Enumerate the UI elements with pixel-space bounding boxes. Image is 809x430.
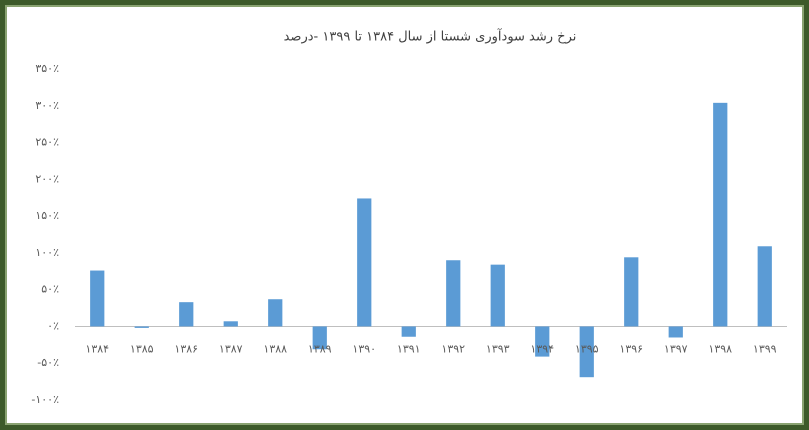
x-tick-label: ۱۳۸۸ [263,342,287,355]
bar [668,326,683,338]
x-tick-label: ۱۳۹۰ [352,342,376,355]
y-tick-label: ۵۰٪ [41,283,59,296]
x-tick-label: ۱۳۹۳ [486,342,510,355]
chart: نرخ رشد سودآوری شستا از سال ۱۳۸۴ تا ۱۳۹۹… [31,28,787,406]
y-tick-label: ۲۰۰٪ [35,172,59,185]
y-tick-label: ۱۵۰٪ [35,209,59,222]
x-tick-label: ۱۳۹۱ [397,342,421,355]
bar [624,257,639,327]
bar [179,302,194,327]
bar [713,102,728,327]
y-tick-label: ۳۵۰٪ [35,62,59,75]
bar [401,326,416,337]
y-tick-label: -۱۰۰٪ [31,393,59,406]
y-tick-label: -۵۰٪ [37,356,59,369]
x-tick-label: ۱۳۹۹ [753,342,777,355]
x-tick-label: ۱۳۹۵ [575,342,599,355]
bar [312,326,327,350]
y-tick-label: ۱۰۰٪ [35,246,59,259]
bar [134,326,149,328]
x-tick-label: ۱۳۸۹ [308,342,332,355]
x-tick-label: ۱۳۹۲ [441,342,465,355]
x-tick-label: ۱۳۸۵ [130,342,154,355]
bar [268,299,283,327]
bar [357,198,372,327]
x-tick-label: ۱۳۹۷ [664,342,688,355]
y-tick-label: ۳۰۰٪ [35,99,59,112]
bar [223,321,238,327]
bar [579,326,594,378]
x-tick-label: ۱۳۹۴ [530,342,554,355]
chart-title: نرخ رشد سودآوری شستا از سال ۱۳۸۴ تا ۱۳۹۹… [284,28,577,45]
bar [757,246,772,327]
x-tick-label: ۱۳۸۷ [219,342,243,355]
bar [535,326,550,357]
bar [490,264,505,327]
x-tick-label: ۱۳۹۶ [619,342,643,355]
y-tick-label: ۰٪ [47,319,59,332]
x-tick-label: ۱۳۸۴ [85,342,109,355]
y-tick-label: ۲۵۰٪ [35,136,59,149]
bar [90,270,105,327]
x-tick-label: ۱۳۹۸ [708,342,732,355]
bar [446,260,461,327]
x-tick-label: ۱۳۸۶ [174,342,198,355]
